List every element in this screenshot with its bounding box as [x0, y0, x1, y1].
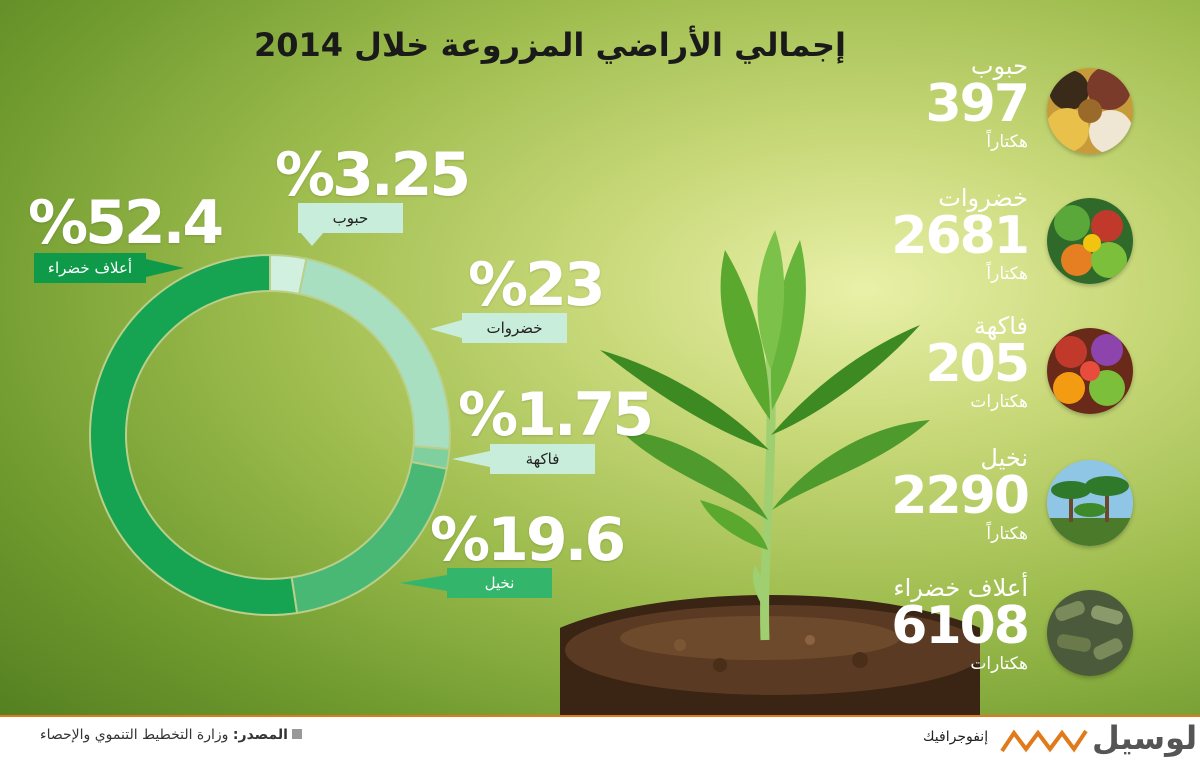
- donut-slice: [89, 253, 299, 616]
- brand-name: لوسيل: [1092, 719, 1198, 757]
- stat-value: 397: [925, 74, 1030, 134]
- stat-unit: هكتاراً: [986, 132, 1028, 152]
- slice-category-tag: خضروات: [462, 313, 567, 343]
- stat-unit: هكتارات: [970, 654, 1028, 674]
- slice-percent-label: %19.6: [430, 505, 626, 575]
- palm-trees-icon: [1047, 460, 1133, 546]
- brand-logo-icon: [1000, 729, 1088, 753]
- footer: المصدر: وزارة التخطيط التنموي والإحصاء إ…: [0, 715, 1200, 760]
- source-credit: المصدر: وزارة التخطيط التنموي والإحصاء: [40, 727, 302, 743]
- source-label: المصدر:: [232, 727, 288, 743]
- fodder-icon: [1047, 590, 1133, 676]
- stat-name: حبوب: [970, 52, 1028, 80]
- grains-icon: [1047, 68, 1133, 154]
- stat-unit: هكتارات: [970, 392, 1028, 412]
- slice-percent-label: %3.25: [275, 140, 471, 210]
- stat-name: نخيل: [980, 444, 1028, 472]
- donut-chart: [89, 253, 451, 616]
- slice-percent-label: %1.75: [458, 380, 654, 450]
- slice-category-tag: فاكهة: [490, 444, 595, 474]
- stat-name: فاكهة: [973, 312, 1028, 340]
- stat-value: 2681: [891, 206, 1030, 266]
- vegetables-icon: [1047, 198, 1133, 284]
- source-marker-icon: [291, 729, 302, 739]
- fruits-icon: [1047, 328, 1133, 414]
- plant-illustration: [560, 230, 980, 715]
- slice-percent-label: %23: [468, 250, 606, 320]
- chart-title: إجمالي الأراضي المزروعة خلال 2014: [253, 26, 847, 64]
- slice-category-tag: نخيل: [447, 568, 552, 598]
- stat-value: 6108: [891, 596, 1030, 656]
- stat-unit: هكتاراً: [986, 524, 1028, 544]
- stat-name: أعلاف خضراء: [893, 574, 1028, 602]
- stat-value: 2290: [891, 466, 1030, 526]
- slice-percent-label: %52.4: [28, 188, 224, 258]
- brand-tagline: إنفوجرافيك: [923, 729, 989, 745]
- slice-category-tag: أعلاف خضراء: [34, 253, 146, 283]
- stat-unit: هكتاراً: [986, 264, 1028, 284]
- source-text: وزارة التخطيط التنموي والإحصاء: [40, 727, 229, 743]
- stat-value: 205: [925, 334, 1030, 394]
- donut-slice: [298, 257, 451, 451]
- slice-category-tag: حبوب: [298, 203, 403, 233]
- stat-name: خضروات: [938, 184, 1028, 212]
